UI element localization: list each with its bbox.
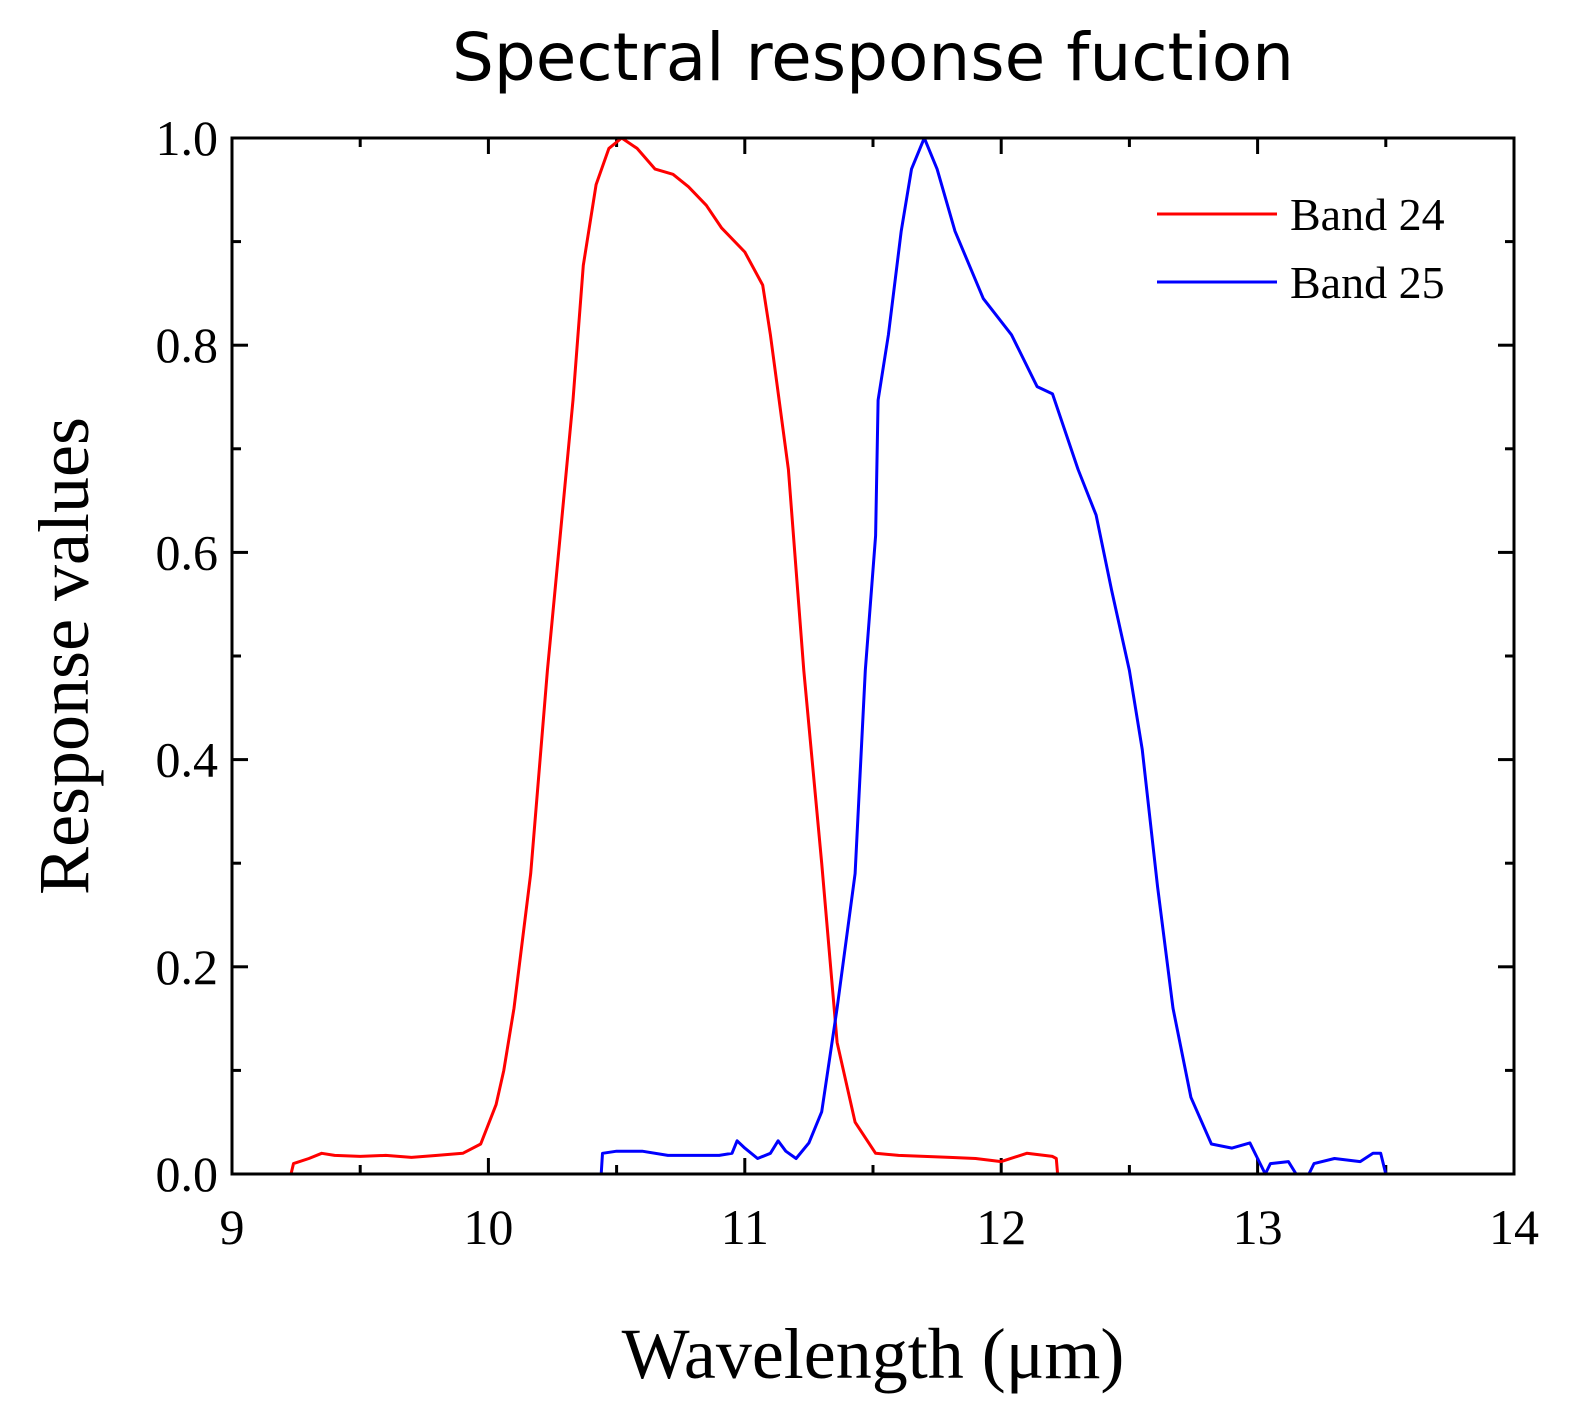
x-tick-label: 13 <box>1233 1199 1283 1255</box>
y-tick-label: 1.0 <box>156 110 219 166</box>
y-tick-label: 0.8 <box>156 317 219 373</box>
y-tick-label: 0.0 <box>156 1146 219 1202</box>
series-line-band-24 <box>289 136 1060 1175</box>
legend-label: Band 25 <box>1290 257 1445 308</box>
chart-title: Spectral response fuction <box>452 19 1294 96</box>
plot-frame <box>230 136 1516 1176</box>
x-axis-label: Wavelength (μm) <box>622 1314 1125 1394</box>
legend-label: Band 24 <box>1290 189 1445 240</box>
x-tick-label: 14 <box>1489 1199 1539 1255</box>
x-tick-label: 9 <box>220 1199 245 1255</box>
x-tick-label: 11 <box>721 1199 769 1255</box>
series-line-band-25 <box>599 136 1391 1176</box>
axis-ticks: 9 10 11 12 13 14 0.0 0.2 0.4 0.6 0.8 1.0 <box>156 110 1540 1255</box>
x-tick-label: 12 <box>976 1199 1026 1255</box>
y-tick-label: 0.4 <box>156 732 219 788</box>
y-tick-label: 0.6 <box>156 524 219 580</box>
y-tick-label: 0.2 <box>156 939 219 995</box>
x-tick-label: 10 <box>463 1199 513 1255</box>
y-axis-label: Response values <box>24 417 104 895</box>
legend: Band 24 Band 25 <box>1157 189 1445 308</box>
series-lines <box>289 136 1391 1176</box>
